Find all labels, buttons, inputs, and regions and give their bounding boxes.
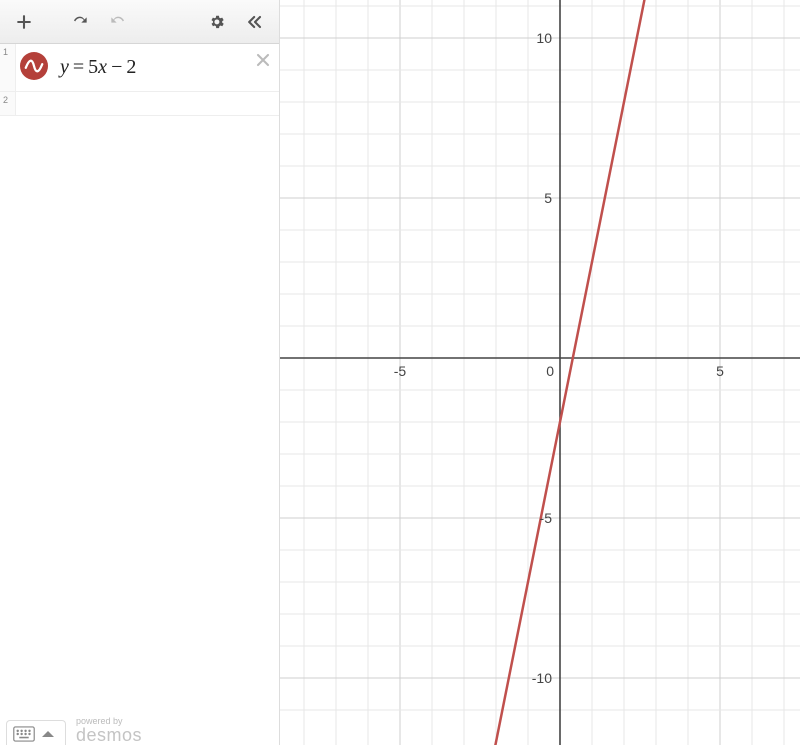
expression-list: 1 y = 5x − 2 2 [0,44,279,707]
graph-area[interactable]: -5 0 5 10 5 -5 -10 [280,0,800,745]
powered-by: powered by desmos [76,717,142,745]
settings-button[interactable] [199,4,235,40]
expression-index: 2 [0,92,16,115]
expression-input[interactable]: y = 5x − 2 [52,44,279,91]
expression-panel: 1 y = 5x − 2 2 [0,0,280,745]
svg-text:10: 10 [536,30,552,46]
expr-var-x: x [98,56,107,79]
svg-text:5: 5 [544,190,552,206]
delete-expression-button[interactable] [253,50,273,75]
expr-equals: = [73,56,84,79]
redo-button[interactable] [100,4,136,40]
expr-const: 2 [126,56,136,79]
expression-input[interactable] [52,92,279,115]
expr-var-y: y [60,56,69,79]
svg-text:-5: -5 [394,363,407,379]
expression-row[interactable]: 1 y = 5x − 2 [0,44,279,92]
svg-text:5: 5 [716,363,724,379]
add-button[interactable] [6,4,42,40]
expression-row[interactable]: 2 [0,92,279,116]
expr-op: − [111,56,122,79]
sidebar-footer: powered by desmos [0,707,279,745]
svg-text:0: 0 [546,363,554,379]
expression-color-icon[interactable] [16,44,52,91]
svg-text:-10: -10 [532,670,552,686]
expr-coeff: 5 [88,56,98,79]
expression-index: 1 [0,44,16,91]
brand-label: desmos [76,726,142,744]
graph-canvas[interactable]: -5 0 5 10 5 -5 -10 [280,0,800,745]
toolbar [0,0,279,44]
keyboard-button[interactable] [6,720,66,745]
svg-text:-5: -5 [540,510,553,526]
collapse-button[interactable] [237,4,273,40]
undo-button[interactable] [62,4,98,40]
